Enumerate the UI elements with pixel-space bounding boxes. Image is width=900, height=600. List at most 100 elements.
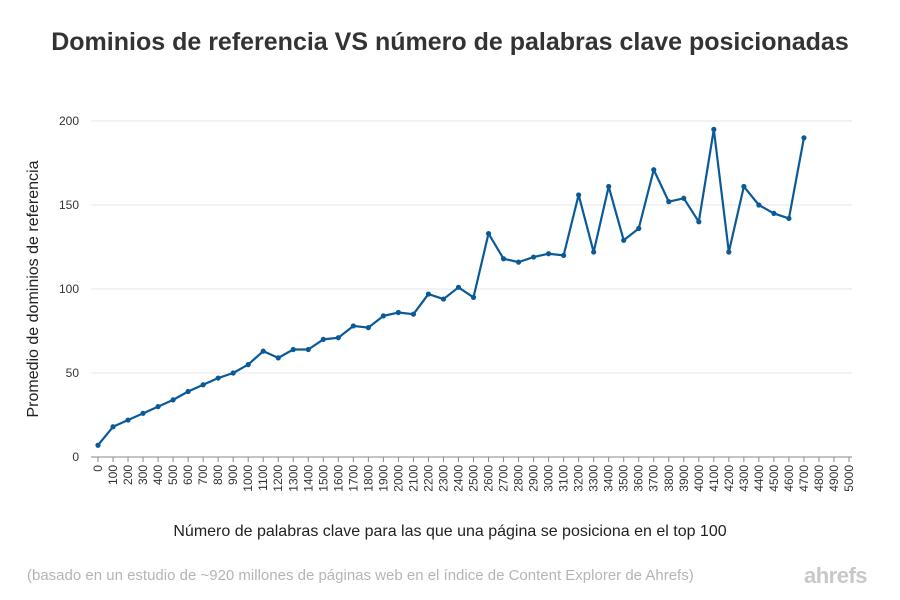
data-point <box>801 135 807 141</box>
series-line <box>97 128 806 446</box>
data-point <box>410 311 417 317</box>
gridlines <box>91 120 852 374</box>
x-tick-label: 4700 <box>797 465 811 492</box>
x-tick-label: 2600 <box>482 465 496 492</box>
x-tick-label: 2500 <box>467 465 481 492</box>
x-tick-label: 1100 <box>256 465 270 491</box>
data-point <box>500 256 507 262</box>
data-point <box>546 251 552 257</box>
x-tick-label: 400 <box>151 465 165 485</box>
data-point <box>245 362 251 368</box>
data-point <box>440 296 447 302</box>
data-point <box>395 309 401 316</box>
x-tick-label: 3100 <box>557 465 571 492</box>
series-group <box>95 126 807 448</box>
data-point <box>591 249 597 255</box>
x-tick-label: 2300 <box>436 465 450 492</box>
data-point <box>515 259 522 265</box>
x-tick-label: 4100 <box>707 465 721 492</box>
y-tick-label: 100 <box>59 282 79 296</box>
data-point <box>200 382 206 388</box>
data-point <box>786 215 792 222</box>
x-tick-label: 2700 <box>497 465 511 492</box>
x-axis-label: Número de palabras clave para las que un… <box>173 523 727 540</box>
x-tick-label: 4000 <box>692 465 706 492</box>
data-point <box>365 325 371 331</box>
data-point <box>696 219 702 225</box>
data-point <box>455 284 462 290</box>
x-tick-label: 700 <box>196 465 210 485</box>
data-point <box>320 336 326 342</box>
x-tick-label: 1200 <box>271 465 285 492</box>
x-tick-label: 500 <box>166 465 180 485</box>
data-point <box>576 192 582 198</box>
data-point <box>470 294 477 300</box>
data-point <box>485 230 492 237</box>
data-point <box>380 313 386 319</box>
x-tick-label: 1800 <box>361 465 375 492</box>
y-tick-label: 150 <box>59 198 79 212</box>
data-point <box>621 237 627 243</box>
x-tick-label: 1400 <box>301 465 315 492</box>
x-tick-label: 4200 <box>722 465 736 492</box>
data-point <box>260 348 266 354</box>
data-point <box>110 424 116 430</box>
x-tick-label: 5000 <box>842 465 856 492</box>
x-tick-label: 4500 <box>767 465 781 492</box>
x-tick-label: 2400 <box>451 465 465 492</box>
x-tick-label: 2000 <box>391 465 405 492</box>
x-tick-label: 1000 <box>241 465 255 492</box>
x-tick-label: 2100 <box>406 465 420 492</box>
data-point <box>170 397 176 403</box>
data-point <box>726 249 732 255</box>
x-tick-label: 4900 <box>827 465 841 492</box>
data-point <box>771 210 777 216</box>
y-tick-label: 50 <box>66 366 80 380</box>
data-point <box>681 195 687 201</box>
x-tick-label: 3300 <box>587 465 601 492</box>
x-tick-label: 1500 <box>316 465 330 492</box>
x-tick-label: 2900 <box>527 465 541 492</box>
y-tick-label: 0 <box>72 450 79 464</box>
data-point <box>666 199 672 205</box>
data-point <box>425 291 432 297</box>
data-point <box>561 252 567 258</box>
data-point <box>215 375 221 381</box>
data-point <box>756 202 762 208</box>
x-tick-label: 3700 <box>647 465 661 492</box>
x-tick-label: 1600 <box>331 465 345 492</box>
x-tick-label: 200 <box>121 465 135 485</box>
x-tick-label: 4300 <box>737 465 751 492</box>
x-tick-label: 300 <box>136 465 150 485</box>
data-point <box>140 410 146 416</box>
data-point <box>651 167 657 173</box>
y-axis-ticks: 0 50 100 150 200 <box>59 114 79 464</box>
x-tick-label: 3900 <box>677 465 691 492</box>
data-point <box>636 225 642 232</box>
data-point <box>95 442 101 448</box>
data-point <box>606 183 612 190</box>
data-point <box>711 126 717 132</box>
data-point <box>350 323 356 329</box>
x-tick-label: 3600 <box>632 465 646 492</box>
chart-title: Dominios de referencia VS número de pala… <box>51 28 849 56</box>
x-tick-label: 100 <box>106 465 120 485</box>
data-point <box>275 355 281 361</box>
x-tick-label: 0 <box>91 465 105 472</box>
x-tick-label: 800 <box>211 465 225 485</box>
x-tick-label: 3800 <box>662 465 676 492</box>
x-tick-label: 900 <box>226 465 240 485</box>
x-tick-label: 4600 <box>782 465 796 492</box>
data-point <box>230 370 236 376</box>
footnote: (basado en un estudio de ~920 millones d… <box>27 567 694 584</box>
x-tick-label: 3500 <box>617 465 631 492</box>
data-point <box>530 254 537 260</box>
data-point <box>290 346 296 353</box>
y-axis-label: Promedio de dominios de referencia <box>25 160 42 417</box>
x-tick-label: 3400 <box>602 465 616 492</box>
brand-logo: ahrefs <box>804 563 868 588</box>
x-tick-label: 2200 <box>421 465 435 492</box>
x-tick-label: 1300 <box>286 465 300 492</box>
y-tick-label: 200 <box>59 114 79 128</box>
data-point <box>155 404 161 410</box>
